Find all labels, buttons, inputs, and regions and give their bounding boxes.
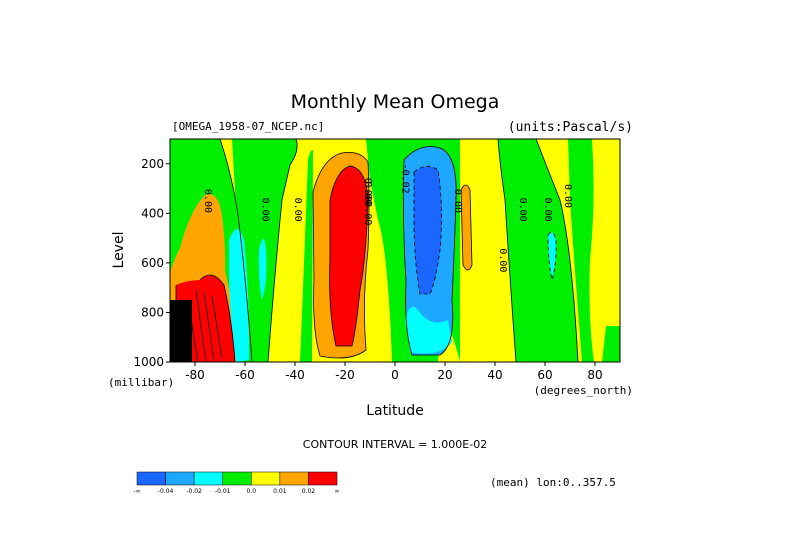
x-tick-label: -80 xyxy=(185,368,205,382)
contour-line xyxy=(535,139,579,362)
x-tick-label: -20 xyxy=(335,368,355,382)
y-axis: 200 400 600 800 1000 xyxy=(133,157,170,369)
colorbar-label: -0.02 xyxy=(186,488,202,495)
band-orange-north xyxy=(461,185,472,270)
band-red-subtropic xyxy=(329,166,368,346)
contour-label: 0.00 xyxy=(202,189,213,213)
contour-line xyxy=(329,165,369,347)
y-tick-label: 800 xyxy=(141,305,164,319)
x-tick-label: 60 xyxy=(537,368,552,382)
contour-label: 0.00 xyxy=(517,198,528,222)
contour-line xyxy=(413,166,442,295)
colorbar-label: -0.04 xyxy=(158,488,174,495)
colorbar: -∞ -0.04 -0.02 -0.01 0.0 0.01 0.02 ∞ xyxy=(133,471,340,495)
contour-line xyxy=(460,184,473,271)
colorbar-label: 0.01 xyxy=(273,488,287,495)
contour-interval: CONTOUR INTERVAL = 1.000E-02 xyxy=(303,438,487,451)
band-cyan-midsouth xyxy=(258,239,267,300)
contour-label: 0.00 xyxy=(542,198,553,222)
y-tick-label: 400 xyxy=(141,206,164,220)
colorbar-label: -∞ xyxy=(133,488,140,495)
chart-title: Monthly Mean Omega xyxy=(291,91,500,113)
contour-label: 0.00 xyxy=(362,178,373,202)
band-green-north xyxy=(498,139,578,362)
contour-label: 0.00 xyxy=(260,198,271,222)
contour-label-layer: 0.00 0.00 0.000.000.00-0.020.000.000.00 0.0… xyxy=(202,164,573,273)
x-tick-label: 20 xyxy=(437,368,452,382)
colorbar-label: 0.0 xyxy=(247,488,257,495)
colorbar-swatch xyxy=(222,471,252,486)
dataset-label: [OMEGA_1958-07_NCEP.nc] xyxy=(172,120,324,133)
x-axis-unit: (degrees_north) xyxy=(534,384,633,397)
band-blue-strong xyxy=(414,166,442,294)
averaging-note: (mean) lon:0..357.5 xyxy=(490,476,616,489)
colorbar-swatch xyxy=(308,471,338,486)
contour-line xyxy=(402,146,457,356)
colorbar-swatch xyxy=(165,471,195,486)
x-tick-label: 0 xyxy=(391,368,399,382)
band-green-subtropic xyxy=(300,150,313,362)
colorbar-label: ∞ xyxy=(335,488,340,495)
contour-line xyxy=(187,289,223,362)
contour-label: 0.00 xyxy=(452,189,463,213)
contour-label: 0.00 xyxy=(562,184,573,208)
contour-line xyxy=(497,139,517,362)
contour-lines xyxy=(175,139,579,362)
band-cyan-core xyxy=(405,306,452,354)
contour-line xyxy=(312,152,370,359)
contour-line xyxy=(175,274,236,362)
contour-label: 0.00 xyxy=(292,198,303,222)
colorbar-swatch xyxy=(251,471,281,486)
y-axis-unit: (millibar) xyxy=(108,376,174,389)
x-axis: -80 -60 -40 -20 0 20 40 60 80 xyxy=(185,362,603,382)
x-axis-label: Latitude xyxy=(366,403,424,419)
band-cyan-south xyxy=(229,229,250,362)
contour-line xyxy=(219,139,253,362)
x-tick-label: 80 xyxy=(587,368,602,382)
band-green-polar xyxy=(568,139,594,362)
x-tick-label: -40 xyxy=(285,368,305,382)
x-tick-label: 40 xyxy=(487,368,502,382)
contour-label: 0.00 xyxy=(497,248,508,272)
contour-label: -0.02 xyxy=(400,164,411,194)
colorbar-swatch xyxy=(279,471,309,486)
units-label: (units:Pascal/s) xyxy=(508,120,633,135)
contour-line xyxy=(267,139,298,362)
contour-field xyxy=(170,139,620,362)
colorbar-label: 0.02 xyxy=(302,488,316,495)
contour-label: 0.00 xyxy=(362,181,373,205)
x-tick-label: -60 xyxy=(235,368,255,382)
y-tick-label: 600 xyxy=(141,256,164,270)
y-tick-label: 200 xyxy=(141,157,164,171)
band-green-edge xyxy=(602,326,620,362)
band-black-corner xyxy=(170,300,192,362)
colorbar-swatch xyxy=(136,471,166,486)
colorbar-label: -0.01 xyxy=(215,488,231,495)
contour-label: 0.00 xyxy=(362,201,373,225)
colorbar-swatch xyxy=(193,471,223,486)
y-tick-label: 1000 xyxy=(133,355,164,369)
y-axis-label: Level xyxy=(111,232,127,269)
